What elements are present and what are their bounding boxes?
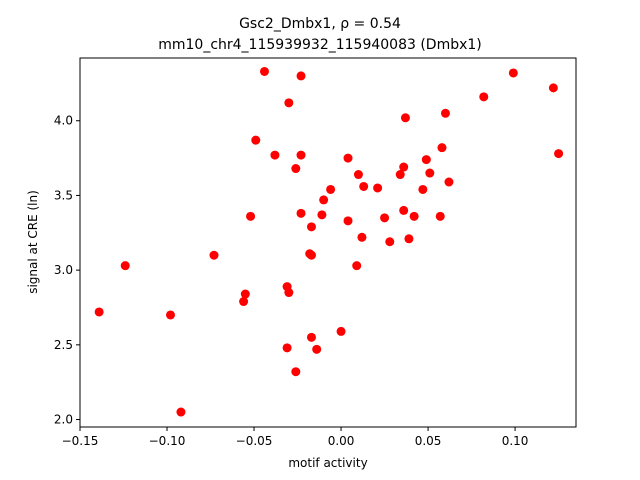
- data-point: [317, 210, 327, 220]
- x-tick-label: 0.00: [328, 434, 355, 448]
- data-point: [399, 162, 409, 172]
- data-point: [385, 237, 395, 247]
- data-point: [548, 83, 558, 93]
- data-point: [444, 177, 454, 187]
- data-point: [296, 150, 306, 160]
- y-axis-ticks: 2.0 2.5 3.0 3.5 4.0: [54, 114, 80, 427]
- data-point: [120, 261, 130, 271]
- y-tick-label: 3.0: [54, 263, 73, 277]
- data-point: [353, 170, 363, 180]
- data-point: [435, 211, 445, 221]
- data-point: [343, 216, 353, 226]
- chart-title-line1: Gsc2_Dmbx1, ρ = 0.54: [239, 16, 401, 32]
- data-point: [418, 184, 428, 194]
- data-point: [404, 234, 414, 244]
- data-point: [409, 211, 419, 221]
- data-point: [326, 184, 336, 194]
- x-tick-label: −0.10: [149, 434, 186, 448]
- data-point: [94, 307, 104, 317]
- data-point: [306, 222, 316, 232]
- y-axis-label: signal at CRE (ln): [26, 190, 40, 294]
- data-point: [380, 213, 390, 223]
- data-point: [399, 205, 409, 215]
- chart-title-line2: mm10_chr4_115939932_115940083 (Dmbx1): [158, 37, 482, 53]
- data-point: [395, 170, 405, 180]
- data-point: [319, 195, 329, 205]
- data-point: [284, 98, 294, 108]
- y-tick-label: 4.0: [54, 114, 73, 128]
- data-point: [306, 332, 316, 342]
- x-tick-label: 0.10: [502, 434, 529, 448]
- data-point: [284, 288, 294, 298]
- data-point: [554, 149, 564, 159]
- data-point: [373, 183, 383, 193]
- data-point: [421, 155, 431, 165]
- data-point: [240, 289, 250, 299]
- x-axis-label: motif activity: [288, 456, 367, 470]
- data-point: [336, 326, 346, 336]
- y-tick-label: 2.0: [54, 413, 73, 427]
- data-point: [508, 68, 518, 78]
- x-tick-label: −0.15: [62, 434, 99, 448]
- x-tick-label: 0.05: [415, 434, 442, 448]
- data-point: [296, 71, 306, 81]
- data-point: [270, 150, 280, 160]
- y-tick-label: 3.5: [54, 188, 73, 202]
- data-point: [251, 135, 261, 145]
- data-point: [357, 232, 367, 242]
- data-point: [291, 367, 301, 377]
- data-point: [306, 250, 316, 260]
- data-point: [400, 113, 410, 123]
- data-point: [209, 250, 219, 260]
- plot-area-frame: [79, 57, 577, 428]
- data-point: [291, 164, 301, 174]
- data-point: [282, 343, 292, 353]
- data-point: [296, 208, 306, 218]
- data-point: [437, 143, 447, 153]
- scatter-points: [94, 66, 564, 417]
- data-point: [312, 344, 322, 354]
- x-tick-label: −0.05: [236, 434, 273, 448]
- data-point: [165, 310, 175, 320]
- data-point: [479, 92, 489, 102]
- data-point: [352, 261, 362, 271]
- data-point: [246, 211, 256, 221]
- y-tick-label: 2.5: [54, 338, 73, 352]
- data-point: [239, 297, 249, 307]
- data-point: [440, 108, 450, 118]
- data-point: [343, 153, 353, 163]
- data-point: [425, 168, 435, 178]
- data-point: [176, 407, 186, 417]
- data-point: [359, 181, 369, 191]
- data-point: [259, 66, 269, 76]
- x-axis-ticks: −0.15 −0.10 −0.05 0.00 0.05 0.10: [62, 427, 529, 448]
